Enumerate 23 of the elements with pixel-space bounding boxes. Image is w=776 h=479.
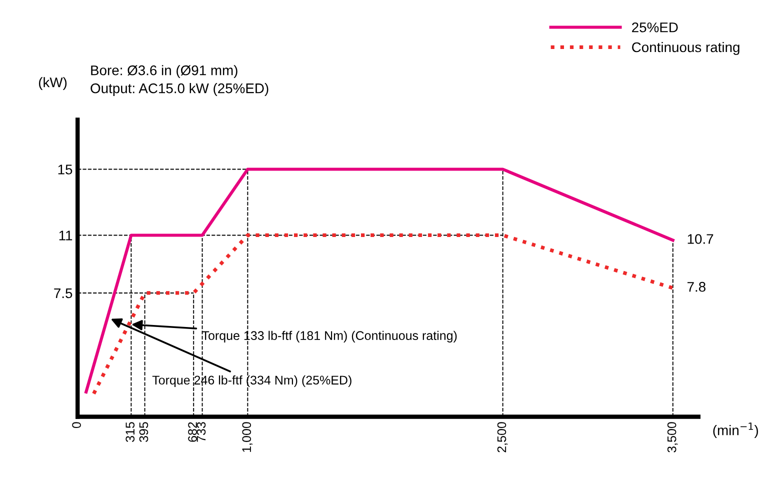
y-axis-title: (kW) xyxy=(38,77,67,90)
y-tick-label: 7.5 xyxy=(54,288,72,298)
x-tick-label: 395 xyxy=(139,422,148,442)
x-tick-label: 2,500 xyxy=(497,422,508,452)
legend-label: Continuous rating xyxy=(632,42,740,55)
x-tick-label: 0 xyxy=(72,422,81,428)
y-tick-label: 11 xyxy=(59,230,72,240)
x-tick-label: 315 xyxy=(126,422,135,442)
data-label: 10.7 xyxy=(688,234,714,244)
text: Output: AC15.0 kW (25%ED) xyxy=(90,83,268,96)
annotation: Torque 133 lb-ftf (181 Nm) (Continuous rating) xyxy=(202,330,457,342)
x-tick-label: 733 xyxy=(196,422,206,442)
line-series xyxy=(84,168,674,394)
y-tick-label: 15 xyxy=(58,164,72,174)
legend-label: 25%ED xyxy=(632,22,678,32)
data-label: 7.8 xyxy=(687,282,706,292)
x-tick-label: 1,000 xyxy=(242,422,253,452)
x-axis-title: (min$^{−1}$) xyxy=(713,422,758,438)
line-series xyxy=(92,233,675,396)
text: Bore: Ø3.6 in (Ø91 mm) xyxy=(91,65,238,78)
x-tick-label: 3,500 xyxy=(667,422,678,452)
x-tick-label: 682 xyxy=(188,422,197,442)
annotation: Torque 246 lb-ftf (334 Nm) (25%ED) xyxy=(152,375,352,388)
